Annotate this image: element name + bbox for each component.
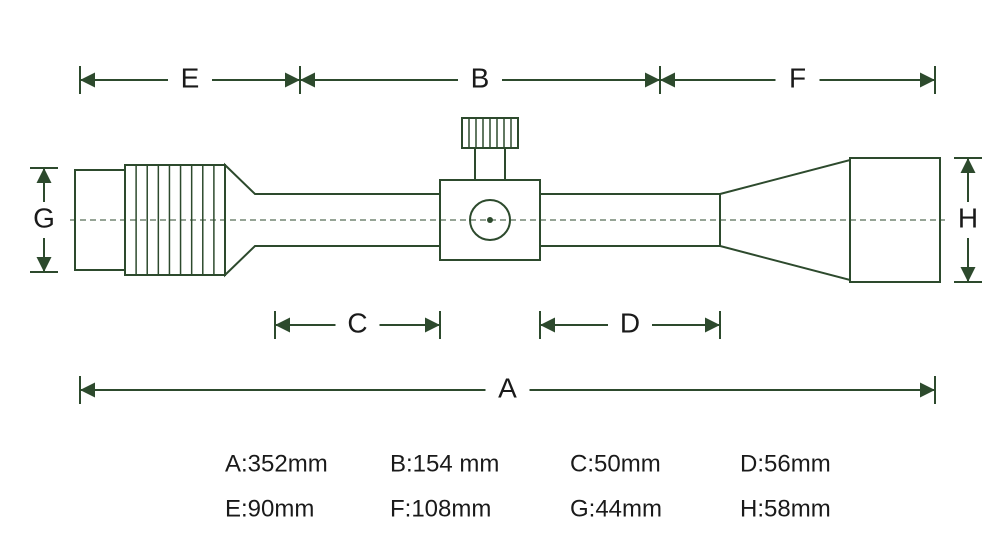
turret-stem	[475, 148, 505, 180]
dim-label-D: D	[620, 307, 640, 338]
dim-label-A: A	[498, 372, 517, 403]
table-cell-G: G:44mm	[570, 495, 662, 522]
table-cell-F: F:108mm	[390, 495, 491, 522]
table-cell-E: E:90mm	[225, 495, 314, 522]
dim-label-H: H	[958, 202, 978, 233]
scope-dimension-diagram: E B F C D A G H A:352mm B:154 mm C:50mm D:56mm E:90…	[0, 0, 1000, 549]
table-cell-C: C:50mm	[570, 450, 661, 477]
dim-label-E: E	[181, 62, 200, 93]
dimension-table: A:352mm B:154 mm C:50mm D:56mm E:90mm F:108mm…	[225, 450, 831, 522]
table-cell-A: A:352mm	[225, 450, 328, 477]
table-cell-H: H:58mm	[740, 495, 831, 522]
table-cell-D: D:56mm	[740, 450, 831, 477]
table-cell-B: B:154 mm	[390, 450, 499, 477]
dim-label-B: B	[471, 62, 490, 93]
dim-label-G: G	[33, 202, 55, 233]
dim-label-F: F	[789, 62, 806, 93]
dim-label-C: C	[347, 307, 367, 338]
scope-outline	[70, 118, 945, 282]
